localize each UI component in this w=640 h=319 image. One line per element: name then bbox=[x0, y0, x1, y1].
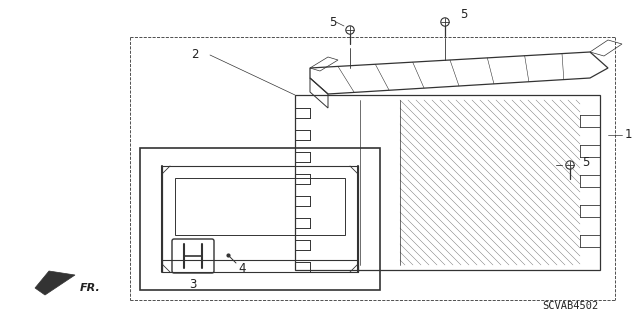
Text: SCVAB4502: SCVAB4502 bbox=[542, 301, 598, 311]
Polygon shape bbox=[35, 271, 75, 295]
Text: 4: 4 bbox=[238, 262, 246, 275]
Text: 5: 5 bbox=[582, 157, 589, 169]
Text: 5: 5 bbox=[330, 16, 337, 28]
Text: 5: 5 bbox=[460, 8, 467, 20]
Text: 3: 3 bbox=[189, 278, 196, 292]
Text: 2: 2 bbox=[191, 48, 199, 62]
Text: FR.: FR. bbox=[80, 283, 100, 293]
Text: 1: 1 bbox=[625, 129, 632, 142]
